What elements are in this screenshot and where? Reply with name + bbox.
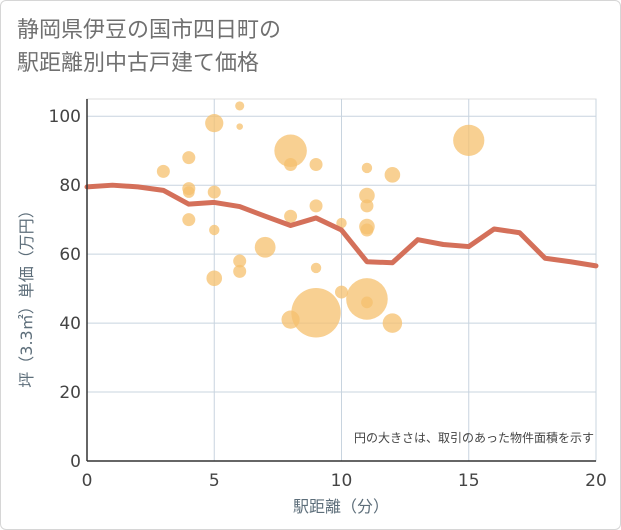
bubble-point [309, 158, 323, 172]
bubble-point [360, 223, 374, 237]
y-tick-label: 60 [59, 245, 81, 265]
y-tick-label: 100 [49, 107, 81, 127]
bubble-point [382, 313, 403, 333]
x-tick-label: 0 [82, 471, 93, 491]
bubble-series [156, 101, 485, 338]
bubble-point [182, 151, 196, 165]
bubble-point [254, 236, 276, 258]
chart-title: 静岡県伊豆の国市四日町の 駅距離別中古戸建て価格 [17, 14, 281, 80]
x-axis-label: 駅距離（分） [293, 497, 389, 516]
chart-title-line-1: 静岡県伊豆の国市四日町の [17, 18, 282, 43]
bubble-point [209, 224, 220, 236]
bubble-point [361, 162, 373, 174]
bubble-point [360, 199, 374, 213]
x-tick-label: 15 [458, 471, 480, 491]
bubble-point [236, 123, 243, 130]
x-tick-labels: 0 5 10 15 20 [82, 471, 607, 491]
bubble-point [309, 199, 323, 213]
bubble-point [233, 264, 247, 278]
bubble-point [205, 114, 224, 133]
bubble-point [291, 288, 341, 338]
bubble-point [359, 187, 375, 204]
bubble-point [235, 101, 245, 111]
y-tick-labels: 0 20 40 60 80 100 [49, 107, 81, 472]
y-tick-label: 20 [59, 383, 81, 403]
average-price-line [84, 182, 599, 269]
bubble-point [207, 185, 221, 199]
bubble-point [182, 213, 196, 227]
x-tick-label: 10 [331, 471, 353, 491]
x-tick-label: 20 [585, 471, 607, 491]
y-axis-label: 坪（3.3㎡）単価（万円） [17, 202, 36, 387]
bubble-point [384, 167, 401, 183]
bubble-point [453, 124, 485, 156]
bubble-point [361, 296, 373, 309]
y-tick-label: 40 [59, 314, 81, 334]
chart-title-line-2: 駅距離別中古戸建て価格 [17, 51, 260, 76]
bubble-point [335, 285, 348, 299]
bubble-point [284, 158, 298, 172]
y-tick-label: 80 [59, 176, 81, 196]
bubble-point [336, 217, 347, 229]
bubble-point [182, 186, 195, 198]
bubble-point [310, 262, 322, 274]
bubble-point [156, 164, 170, 178]
bubble-point [274, 134, 307, 167]
bubble-point [233, 254, 247, 268]
bubble-size-note: 円の大きさは、取引のあった物件面積を示す [354, 430, 594, 445]
x-tick-label: 5 [209, 471, 220, 491]
gridlines [87, 99, 597, 461]
y-tick-label: 0 [70, 452, 81, 472]
bubble-point [206, 270, 223, 287]
bubble-point [284, 209, 298, 223]
